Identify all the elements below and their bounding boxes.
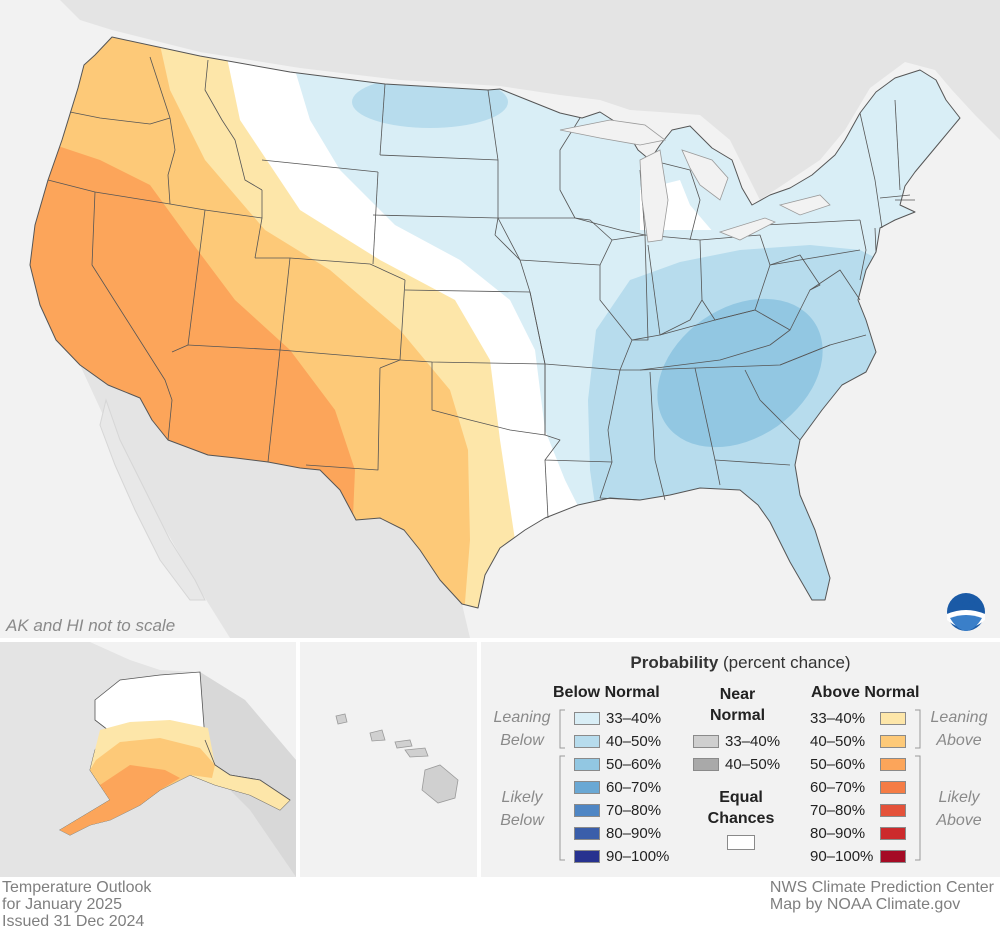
leaning-above-line1: Leaning [930,709,988,726]
above-label-0: 33–40% [810,709,866,727]
below-row-6: 90–100% [574,846,669,866]
legend-title-bold: Probability [630,653,719,672]
above-row-1: 40–50% [810,731,906,751]
above-row-5: 80–90% [810,823,906,843]
near-label-0: 33–40% [725,732,781,750]
leaning-above-line2: Above [936,732,982,749]
outlook-title: Temperature Outlook [2,879,152,896]
below-swatch-0 [574,711,600,725]
below-label-2: 50–60% [606,755,662,773]
near-normal-heading: Near Normal [700,684,775,726]
above-row-6: 90–100% [810,846,906,866]
below-normal-heading: Below Normal [553,684,660,701]
above-swatch-1 [880,734,906,748]
near-row-0: 33–40% [693,731,780,751]
above-label-3: 60–70% [810,778,866,796]
below-row-5: 80–90% [574,823,661,843]
credits: NWS Climate Prediction Center Map by NOA… [770,879,994,913]
above-label-5: 80–90% [810,824,866,842]
legend-title-rest: (percent chance) [718,653,851,672]
below-row-1: 40–50% [574,731,661,751]
near-label-1: 40–50% [725,755,781,773]
noaa-logo [947,593,985,631]
below-swatch-3 [574,780,600,794]
below-label-6: 90–100% [606,847,670,865]
below-label-0: 33–40% [606,709,662,727]
leaning-below-line1: Leaning [493,709,551,726]
leaning-below-line2: Below [500,732,544,749]
likely-below-line2: Below [500,812,544,829]
likely-above-line2: Above [936,812,982,829]
above-swatch-6 [880,849,906,863]
above-label-4: 70–80% [810,801,866,819]
near-normal-heading-line1: Near [719,686,756,703]
legend-title: Probability (percent chance) [483,653,998,673]
below-label-4: 70–80% [606,801,662,819]
leaning-below-label: Leaning Below [487,706,557,752]
scale-note: AK and HI not to scale [6,616,176,635]
credit-climate-gov: Map by NOAA Climate.gov [769,896,961,913]
likely-above-label: Likely Above [924,786,994,832]
outlook-period: for January 2025 [2,896,123,913]
above-label-6: 90–100% [810,847,874,865]
near-swatch-0 [693,734,719,748]
below-swatch-1 [574,734,600,748]
below-label-5: 80–90% [606,824,662,842]
above-row-4: 70–80% [810,800,906,820]
hawaii-inset [335,713,459,804]
below-row-4: 70–80% [574,800,661,820]
equal-chances-line2: Chances [707,810,775,827]
above-label-1: 40–50% [810,732,866,750]
below-row-2: 50–60% [574,754,661,774]
above-swatch-2 [880,757,906,771]
equal-chances-heading: Equal Chances [700,787,782,829]
likely-below-line1: Likely [501,789,543,806]
below-label-3: 60–70% [606,778,662,796]
below-swatch-4 [574,803,600,817]
alaska-inset [0,642,296,877]
above-swatch-4 [880,803,906,817]
below-swatch-5 [574,826,600,840]
noaa-logo-text: NOAA [955,601,977,608]
above-normal-heading: Above Normal [811,684,920,701]
above-label-2: 50–60% [810,755,866,773]
above-row-2: 50–60% [810,754,906,774]
near-swatch-1 [693,757,719,771]
outlook-caption: Temperature Outlook for January 2025 Iss… [2,879,151,930]
equal-chances-swatch [727,835,755,850]
below-row-3: 60–70% [574,777,661,797]
above-swatch-5 [880,826,906,840]
likely-above-line1: Likely [938,789,980,806]
likely-below-label: Likely Below [487,786,557,832]
outlook-issued: Issued 31 Dec 2024 [2,913,145,930]
below-label-1: 40–50% [606,732,662,750]
credit-cpc: NWS Climate Prediction Center [769,879,994,896]
equal-chances-line1: Equal [719,789,763,806]
below-row-0: 33–40% [574,708,661,728]
above-swatch-3 [880,780,906,794]
above-swatch-0 [880,711,906,725]
leaning-above-label: Leaning Above [924,706,994,752]
above-row-0: 33–40% [810,708,906,728]
below-swatch-2 [574,757,600,771]
below-swatch-6 [574,849,600,863]
near-row-1: 40–50% [693,754,780,774]
above-row-3: 60–70% [810,777,906,797]
near-normal-heading-line2: Normal [709,707,766,724]
